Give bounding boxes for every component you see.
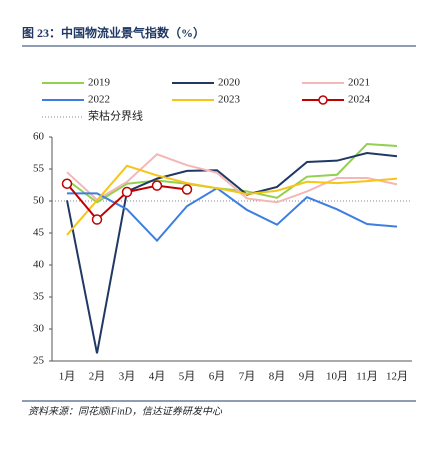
legend-label: 2021 — [348, 77, 370, 89]
legend-label: 2024 — [348, 94, 371, 106]
series-marker — [61, 178, 73, 189]
series-marker — [181, 184, 193, 195]
x-tick-label: 3月 — [119, 371, 136, 383]
x-tick-label: 5月 — [179, 371, 196, 383]
legend-label: 2023 — [218, 94, 241, 106]
x-tick-label: 4月 — [149, 371, 166, 383]
y-tick-label: 60 — [33, 131, 45, 143]
series-marker — [151, 180, 163, 191]
x-tick-label: 2月 — [89, 371, 106, 383]
legend-label: 荣枯分界线 — [88, 109, 143, 123]
series-marker — [121, 186, 133, 198]
chart-title: 图 23：中国物流业景气指数（%） — [22, 25, 205, 40]
legend-label: 2020 — [218, 77, 241, 89]
legend-marker — [318, 95, 328, 105]
y-tick-label: 50 — [33, 195, 45, 207]
x-tick-label: 9月 — [299, 371, 316, 383]
y-tick-label: 30 — [33, 323, 45, 335]
x-tick-label: 11月 — [356, 371, 378, 383]
x-tick-label: 1月 — [59, 371, 76, 383]
series-line — [66, 151, 398, 354]
series-line — [66, 153, 398, 204]
x-tick-label: 12月 — [386, 371, 408, 383]
x-tick-label: 7月 — [239, 371, 256, 383]
series-line — [66, 164, 398, 236]
source: 资料来源：同花顺iFinD，信达证券研发中心 — [28, 405, 223, 417]
y-tick-label: 55 — [33, 163, 45, 175]
y-tick-label: 25 — [33, 355, 45, 367]
series-line — [66, 143, 398, 204]
series-line — [67, 187, 398, 243]
x-tick-label: 6月 — [209, 371, 226, 383]
x-tick-label: 10月 — [326, 371, 348, 383]
y-tick-label: 45 — [33, 227, 45, 239]
series-marker — [91, 214, 103, 225]
legend-label: 2019 — [88, 77, 111, 89]
legend-label: 2022 — [88, 94, 110, 106]
y-tick-label: 35 — [33, 291, 45, 303]
y-tick-label: 40 — [33, 259, 45, 271]
x-tick-label: 8月 — [269, 371, 286, 383]
